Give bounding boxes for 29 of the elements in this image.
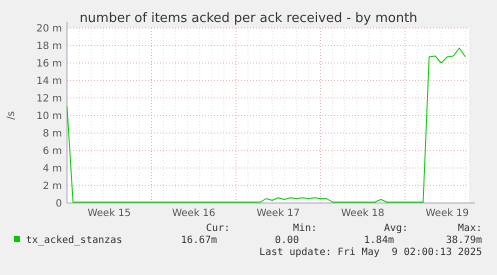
x-tick-label: Week 15: [88, 208, 131, 219]
y-tick-label: 0: [56, 198, 62, 210]
text: 38.79m: [446, 235, 482, 246]
x-tick-label: Week 17: [256, 208, 300, 219]
y-tick-label: 18 m: [36, 41, 62, 52]
x-tick-label: Week 16: [172, 208, 216, 219]
y-axis-title: /s: [6, 111, 17, 120]
y-tick-label: 20 m: [36, 24, 62, 34]
y-tick-label: 12 m: [36, 94, 62, 104]
text: 0.00: [274, 235, 299, 246]
legend-label: tx_acked_stanzas: [26, 235, 122, 246]
text: 16.67m: [180, 235, 217, 246]
y-tick-label: 14 m: [36, 76, 62, 87]
text: Avg:: [384, 223, 408, 234]
y-tick-label: 16 m: [36, 58, 62, 70]
y-tick-label: 6 m: [42, 146, 62, 157]
text: Last update: Fri May 9 02:00:13 2025: [259, 247, 482, 258]
y-tick-label: 2 m: [42, 181, 62, 192]
y-tick-label: 8 m: [42, 128, 62, 140]
text: Max:: [458, 223, 482, 234]
y-tick-label: 10 m: [36, 111, 62, 122]
x-tick-label: Week 18: [341, 208, 384, 219]
text: Min:: [293, 223, 318, 234]
line-series: [66, 48, 466, 203]
chart-title: number of items acked per ack received - by month: [80, 11, 418, 26]
x-tick-label: Week 19: [426, 208, 469, 219]
y-tick-label: 4 m: [42, 164, 62, 174]
text: 1.84m: [364, 235, 394, 246]
text: Cur:: [206, 223, 230, 234]
